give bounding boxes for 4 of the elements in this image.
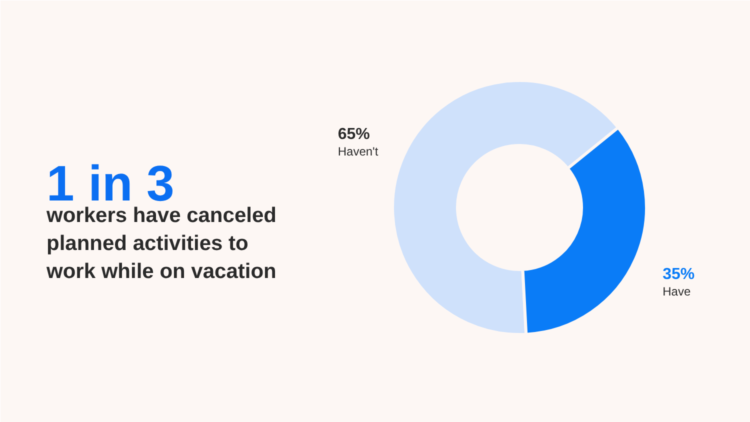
slice-label: Haven't [338,144,379,159]
data-label: 35% [662,266,695,283]
data-label: 65% [338,126,370,144]
slice-label: Have [662,284,691,298]
